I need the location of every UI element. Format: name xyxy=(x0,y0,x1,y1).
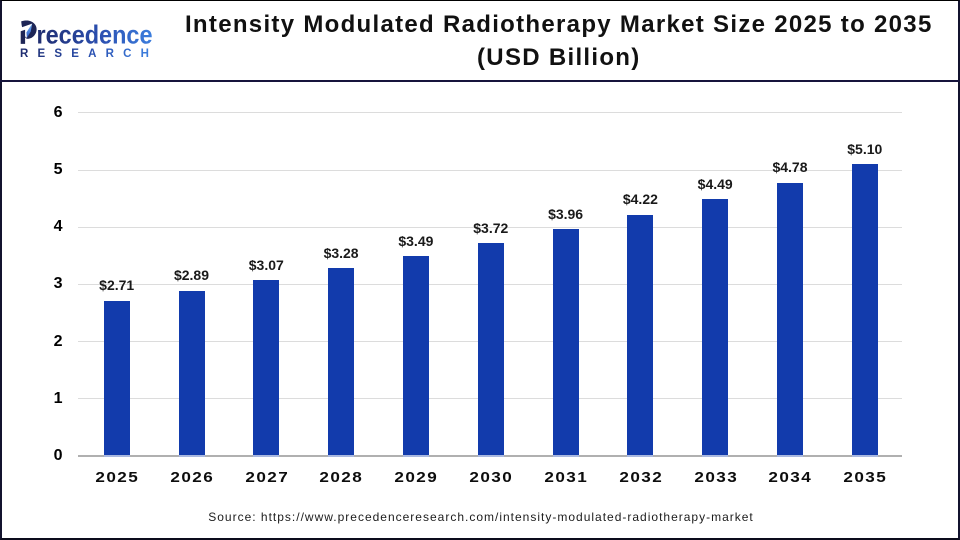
svg-text:RESEARCH: RESEARCH xyxy=(20,48,158,60)
svg-text:recedence: recedence xyxy=(37,20,153,50)
